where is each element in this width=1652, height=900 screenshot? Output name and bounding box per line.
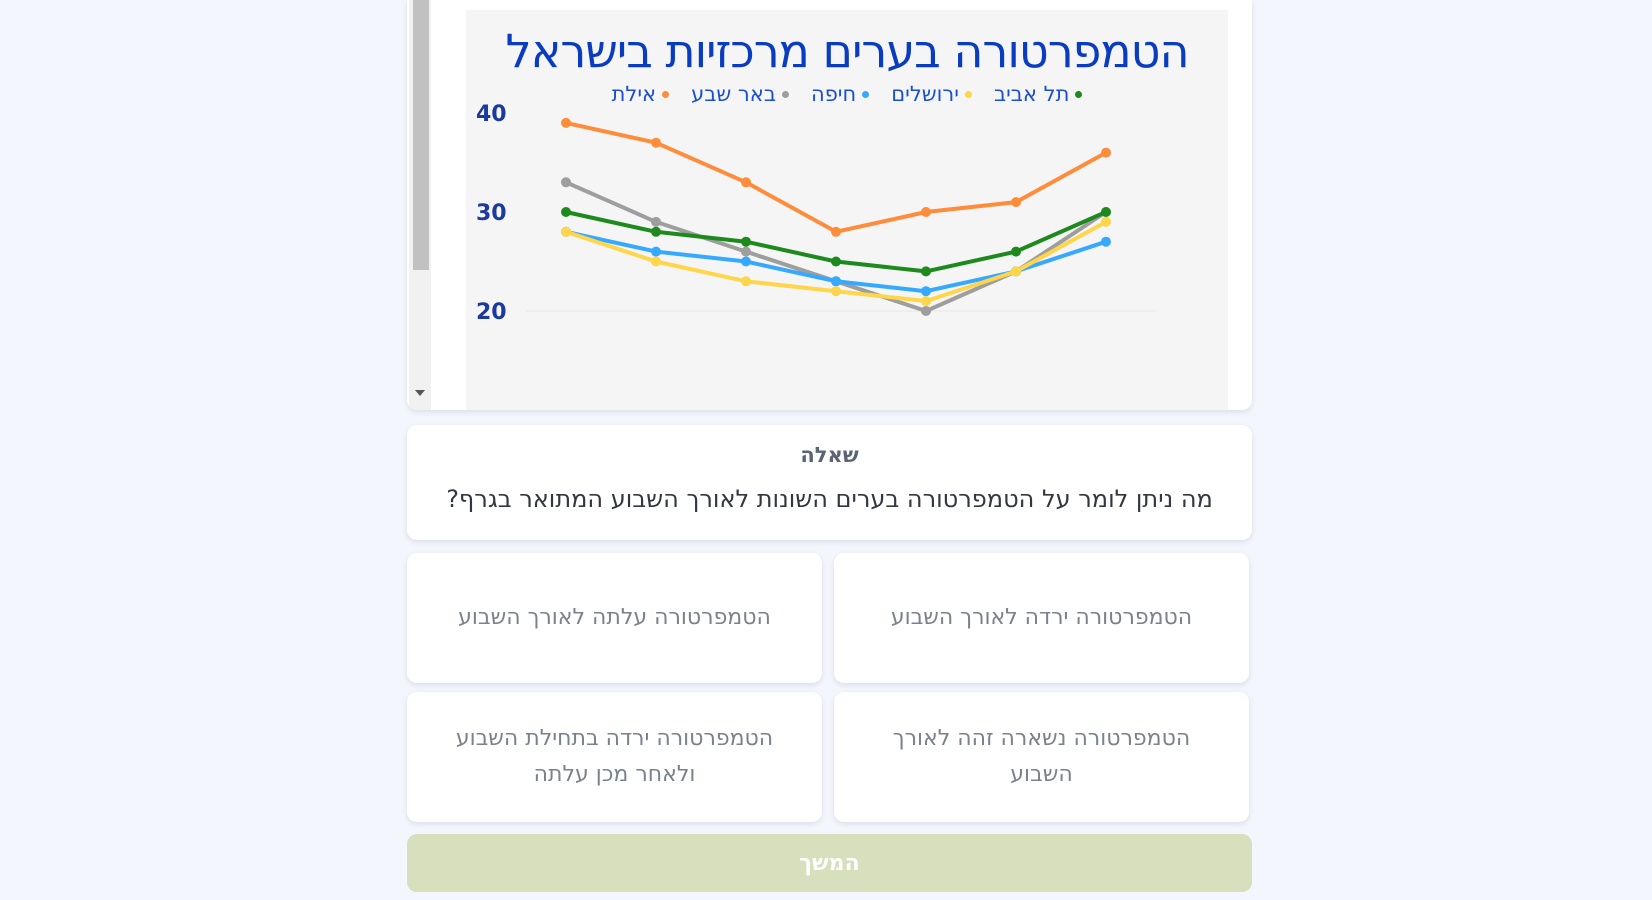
chart-title: הטמפרטורה בערים מרכזיות בישראל <box>505 24 1189 78</box>
chart-legend: תל אביב ירושלים חיפה באר שבע <box>466 82 1228 106</box>
data-point <box>831 286 841 297</box>
scrollbar[interactable] <box>409 0 431 410</box>
data-point <box>651 256 661 267</box>
legend-label: אילת <box>611 82 657 106</box>
data-point <box>741 256 751 267</box>
data-point <box>561 117 571 128</box>
data-point <box>1011 246 1021 257</box>
data-point <box>1101 147 1111 158</box>
legend-label: תל אביב <box>993 82 1070 106</box>
data-point <box>921 266 931 277</box>
series-line <box>565 120 1107 234</box>
legend-item-haifa: חיפה <box>810 82 870 106</box>
scroll-down-arrow-icon[interactable] <box>415 390 425 396</box>
answer-option-4[interactable]: הטמפרטורה ירדה בתחילת השבוע ולאחר מכן על… <box>407 692 822 822</box>
data-point <box>561 207 571 217</box>
legend-marker-icon <box>1075 90 1083 98</box>
legend-item-jerusalem: ירושלים <box>891 82 972 106</box>
continue-button[interactable]: המשך <box>407 834 1252 892</box>
y-tick-label: 30 <box>476 201 507 226</box>
chart-card: הטמפרטורה בערים מרכזיות בישראל תל אביב י… <box>407 0 1252 410</box>
legend-marker-icon <box>964 90 972 98</box>
data-point <box>1101 236 1111 247</box>
legend-label: ירושלים <box>891 82 959 106</box>
question-text: מה ניתן לומר על הטמפרטורה בערים השונות ל… <box>446 485 1213 513</box>
answer-option-3[interactable]: הטמפרטורה נשארה זהה לאורך השבוע <box>834 692 1249 822</box>
legend-item-beer-sheva: באר שבע <box>691 82 789 106</box>
data-point <box>741 276 751 287</box>
data-point <box>831 256 841 267</box>
data-point <box>831 276 841 287</box>
data-point <box>741 236 751 247</box>
y-tick-label: 40 <box>476 102 507 127</box>
legend-marker-icon <box>862 90 870 98</box>
answer-option-2[interactable]: הטמפרטורה עלתה לאורך השבוע <box>407 553 822 683</box>
legend-label: באר שבע <box>691 82 776 106</box>
data-point <box>921 207 931 217</box>
legend-item-eilat: אילת <box>611 82 670 106</box>
data-point <box>831 226 841 237</box>
data-point <box>561 177 571 188</box>
data-point <box>921 286 931 297</box>
legend-label: חיפה <box>810 82 857 106</box>
scrollbar-thumb[interactable] <box>413 0 429 270</box>
data-point <box>921 306 931 316</box>
line-chart: הטמפרטורה בערים מרכזיות בישראל תל אביב י… <box>466 10 1228 410</box>
data-point <box>741 177 751 188</box>
data-point <box>561 226 571 237</box>
data-point <box>1101 207 1111 217</box>
data-point <box>1011 197 1021 208</box>
legend-marker-icon <box>781 90 789 98</box>
data-point <box>651 216 661 227</box>
data-point <box>741 246 751 257</box>
data-point <box>651 246 661 257</box>
data-point <box>921 296 931 307</box>
data-point <box>651 226 661 237</box>
chart-plot: 40 30 20 <box>476 102 1156 325</box>
y-tick-label: 20 <box>476 300 507 325</box>
data-point <box>1011 266 1021 277</box>
question-label: שאלה <box>800 443 859 467</box>
legend-item-tel-aviv: תל אביב <box>993 82 1083 106</box>
answer-option-1[interactable]: הטמפרטורה ירדה לאורך השבוע <box>834 553 1249 683</box>
legend-marker-icon <box>662 90 670 98</box>
data-point <box>1101 216 1111 227</box>
data-point <box>651 137 661 148</box>
question-card: שאלה מה ניתן לומר על הטמפרטורה בערים השו… <box>407 425 1252 540</box>
